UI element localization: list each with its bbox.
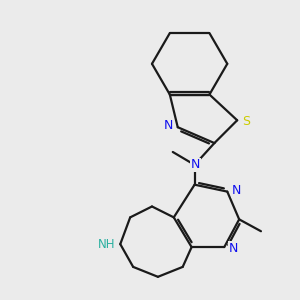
Text: NH: NH: [98, 238, 115, 250]
Text: N: N: [191, 158, 200, 171]
Text: N: N: [232, 184, 241, 197]
Text: N: N: [229, 242, 238, 255]
Text: S: S: [242, 115, 250, 128]
Text: N: N: [164, 119, 173, 132]
